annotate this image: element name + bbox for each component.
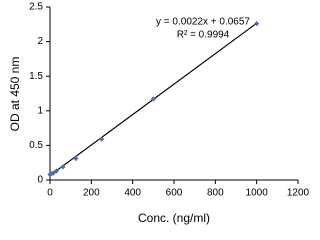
y-tick-label: 2 bbox=[37, 36, 43, 47]
data-point bbox=[254, 21, 260, 27]
y-tick-label: 0 bbox=[37, 175, 43, 186]
y-tick-label: 2.5 bbox=[29, 2, 43, 13]
y-tick-label: 0.5 bbox=[29, 140, 43, 151]
data-point bbox=[53, 168, 60, 174]
data-point bbox=[60, 164, 66, 170]
y-tick-label: 1.5 bbox=[29, 71, 43, 82]
x-tick-label: 1200 bbox=[287, 188, 310, 199]
y-axis-title: OD at 450 nm bbox=[8, 57, 22, 132]
chart: Conc. (ng/ml) OD at 450 nm y = 0.0022x +… bbox=[8, 2, 310, 226]
x-tick-label: 400 bbox=[124, 188, 141, 199]
y-tick-label: 1 bbox=[37, 105, 43, 116]
x-tick-label: 200 bbox=[83, 188, 100, 199]
x-axis-title: Conc. (ng/ml) bbox=[138, 211, 210, 225]
r-squared: R² = 0.9994 bbox=[177, 30, 230, 41]
trendline-equation: y = 0.0022x + 0.0657 bbox=[156, 17, 250, 28]
x-tick-label: 1000 bbox=[246, 188, 269, 199]
x-tick-label: 0 bbox=[47, 188, 53, 199]
x-tick-label: 800 bbox=[207, 188, 224, 199]
data-point bbox=[99, 136, 105, 142]
data-point bbox=[150, 96, 156, 102]
data-point bbox=[73, 155, 79, 162]
data-point bbox=[50, 170, 56, 176]
x-tick-label: 600 bbox=[166, 188, 183, 199]
